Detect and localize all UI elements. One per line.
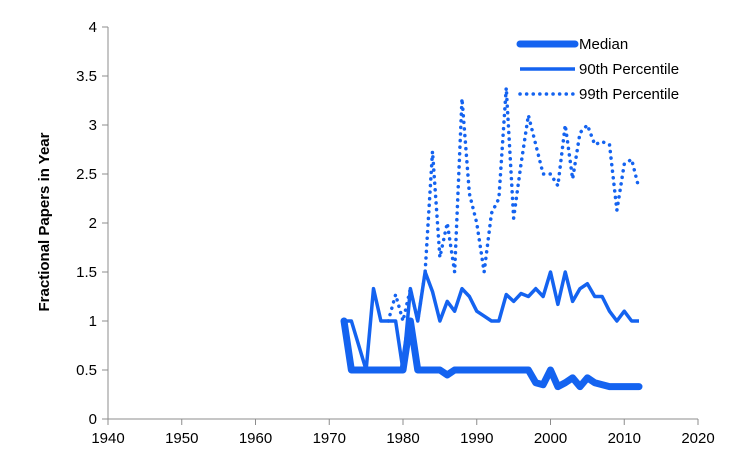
y-tick-label: 4	[89, 19, 97, 36]
legend-label: 90th Percentile	[579, 61, 679, 78]
y-tick-label: 1.5	[76, 264, 97, 281]
x-tick-label: 1940	[91, 430, 124, 447]
x-tick-label: 2000	[534, 430, 567, 447]
series-layer	[340, 86, 643, 391]
y-tick-label: 2.5	[76, 166, 97, 183]
x-tick-label: 1970	[313, 430, 346, 447]
y-tick-label: 3.5	[76, 68, 97, 85]
series-line-median	[340, 317, 643, 391]
series-line-90th-percentile	[344, 270, 639, 372]
y-tick-label: 3	[89, 117, 97, 134]
series-line-99th-percentile	[386, 86, 641, 323]
x-tick-label: 1990	[460, 430, 493, 447]
x-tick-label: 2010	[608, 430, 641, 447]
x-tick-label: 1980	[386, 430, 419, 447]
y-tick-label: 2	[89, 215, 97, 232]
y-tick-label: 1	[89, 313, 97, 330]
legend-label: 99th Percentile	[579, 86, 679, 103]
x-tick-label: 1960	[239, 430, 272, 447]
legend-label: Median	[579, 36, 628, 53]
y-tick-label: 0	[89, 411, 97, 428]
x-tick-label: 2020	[681, 430, 714, 447]
legend: Median 90th Percentile 99th Percentile	[516, 36, 679, 103]
axes: 0 0.5 1 1.5 2 2.5 3 3.5 4 1940 1950 1960 1970 1980 199…	[76, 19, 715, 447]
y-axis-title: Fractional Papers in Year	[36, 132, 53, 311]
x-tick-label: 1950	[165, 430, 198, 447]
y-tick-label: 0.5	[76, 362, 97, 379]
